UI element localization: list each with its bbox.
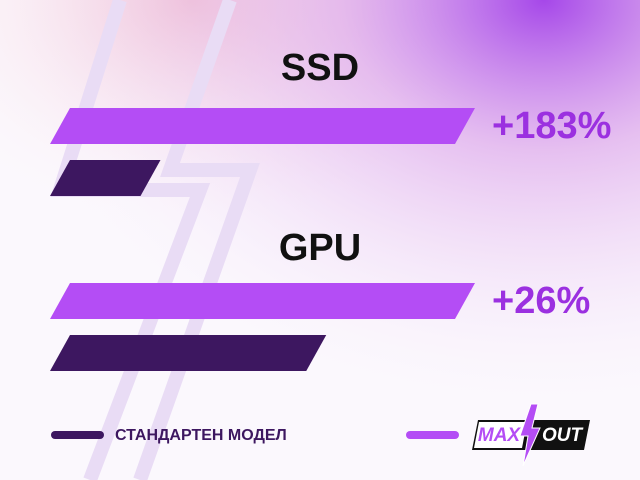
logo-text: OUT [542,425,584,446]
plot: SSD +183% GPU +26% СТАНДАРТЕН МОДЕЛ MAX OUT [50,47,611,467]
category-title: GPU [279,227,361,269]
logo-text: MAX [478,425,522,446]
bar [50,283,475,319]
legend-label: СТАНДАРТЕН МОДЕЛ [115,427,287,444]
category-title: SSD [281,47,359,89]
logo-box [474,422,527,448]
legend: СТАНДАРТЕН МОДЕЛ MAX OUT [51,403,590,467]
bar [50,108,475,144]
gain-label: +183% [492,105,611,147]
bar [50,160,161,196]
logo-bolt [519,403,541,467]
gain-label: +26% [492,280,590,322]
bar [50,335,327,371]
